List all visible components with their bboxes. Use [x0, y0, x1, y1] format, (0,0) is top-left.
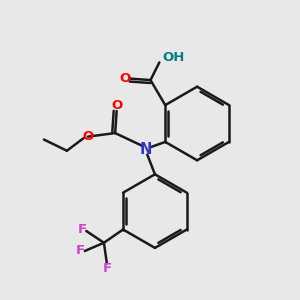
Text: N: N: [140, 142, 152, 157]
Text: F: F: [103, 262, 112, 275]
Text: O: O: [111, 100, 122, 112]
Text: OH: OH: [162, 52, 185, 64]
Text: O: O: [82, 130, 93, 143]
Text: F: F: [77, 223, 86, 236]
Text: O: O: [119, 72, 130, 85]
Text: F: F: [76, 244, 85, 257]
